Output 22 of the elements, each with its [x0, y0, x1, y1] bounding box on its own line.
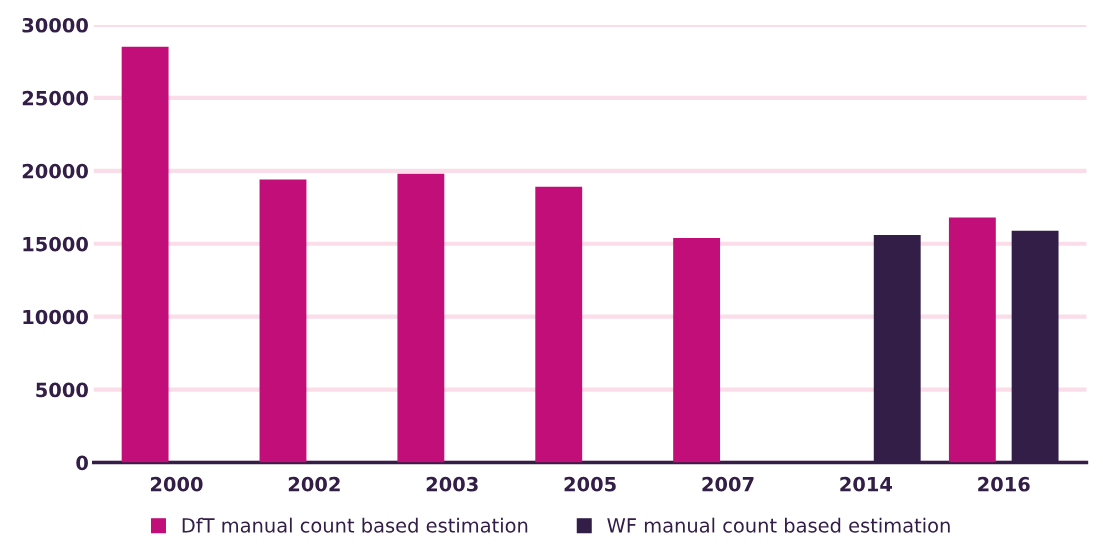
x-tick-label: 2005: [564, 476, 616, 492]
bar: [259, 179, 307, 463]
bar: [948, 217, 996, 463]
y-tick-label: 5000: [36, 382, 88, 398]
bar: [535, 186, 583, 463]
legend-label: DfT manual count based estimation: [182, 517, 528, 533]
bar: [673, 237, 721, 463]
y-tick-label: 10000: [23, 309, 88, 325]
y-tick-label: 30000: [22, 17, 88, 33]
y-tick-label: 25000: [22, 90, 88, 106]
y-tick-label: 15000: [23, 236, 88, 252]
x-tick-label: 2000: [150, 476, 203, 492]
x-tick-label: 2003: [426, 476, 478, 492]
x-tick-label: 2002: [288, 476, 340, 492]
bar: [397, 173, 445, 463]
x-tick-label: 2014: [840, 476, 893, 492]
y-tick-label: 20000: [22, 163, 88, 179]
x-tick-label: 2016: [978, 476, 1030, 492]
y-tick-label: 0: [76, 455, 88, 471]
legend-label: WF manual count based estimation: [607, 517, 950, 533]
x-tick-label: 2007: [702, 476, 754, 492]
bar: [121, 46, 169, 463]
